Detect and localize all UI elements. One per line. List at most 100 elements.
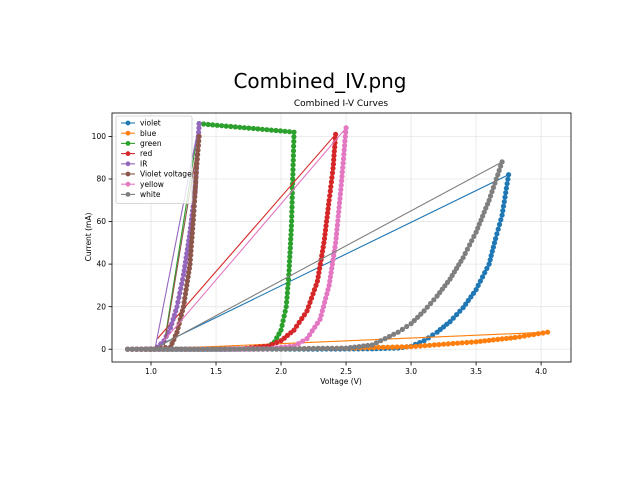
data-point <box>482 338 488 344</box>
data-point <box>205 121 211 128</box>
data-point <box>324 345 331 351</box>
data-point <box>319 248 326 254</box>
data-point <box>526 332 532 338</box>
data-point <box>167 325 174 331</box>
data-point <box>129 346 135 352</box>
data-point <box>512 334 518 341</box>
data-point <box>331 253 337 259</box>
data-point <box>213 346 219 352</box>
data-point <box>342 142 348 149</box>
data-point <box>241 125 247 131</box>
data-point <box>498 217 504 223</box>
data-point <box>389 344 396 350</box>
data-point <box>195 346 201 352</box>
data-point <box>486 261 492 267</box>
y-tick-label: 0 <box>101 345 106 354</box>
data-point <box>185 274 191 280</box>
data-point <box>489 189 495 195</box>
viewer-title: Combined_IV.png <box>233 69 407 93</box>
data-point <box>277 128 284 134</box>
data-point <box>480 274 486 280</box>
data-point <box>196 125 202 131</box>
y-tick-label: 60 <box>96 217 106 226</box>
data-point <box>285 285 291 291</box>
data-point <box>189 230 195 236</box>
data-point <box>286 263 292 269</box>
data-point <box>300 338 306 344</box>
data-point <box>441 341 447 347</box>
data-point <box>190 221 196 227</box>
data-point <box>326 197 332 203</box>
data-point <box>436 342 442 348</box>
data-point <box>460 305 466 311</box>
data-point <box>308 295 315 301</box>
data-point <box>193 170 199 176</box>
data-point <box>340 156 347 162</box>
data-point <box>373 340 379 346</box>
data-point <box>196 121 202 127</box>
legend-marker <box>125 181 131 187</box>
data-point <box>403 344 409 350</box>
data-point <box>290 176 296 182</box>
x-tick-label: 2.5 <box>340 367 352 376</box>
data-point <box>191 346 197 352</box>
data-point <box>327 193 333 199</box>
data-point <box>492 180 498 186</box>
data-point <box>177 290 183 296</box>
data-point <box>200 346 206 352</box>
data-point <box>482 270 488 276</box>
data-point <box>176 294 182 301</box>
data-point <box>431 342 437 348</box>
data-point <box>255 346 261 352</box>
data-point <box>343 129 349 135</box>
data-point <box>338 345 344 351</box>
data-point <box>465 297 471 304</box>
legend-label: yellow <box>140 180 164 189</box>
data-point <box>133 346 139 352</box>
data-point <box>282 128 288 134</box>
data-point <box>196 138 202 144</box>
data-point <box>467 242 473 248</box>
data-point <box>289 213 295 219</box>
data-point <box>288 227 294 233</box>
data-point <box>413 343 419 349</box>
data-point <box>246 125 252 131</box>
data-point <box>287 245 293 251</box>
data-point <box>334 226 340 233</box>
data-point <box>280 318 286 324</box>
data-point <box>326 201 332 208</box>
data-point <box>422 343 428 349</box>
data-point <box>493 236 499 242</box>
data-point <box>481 209 487 215</box>
data-point <box>188 243 194 249</box>
data-point <box>475 225 481 231</box>
legend-label: violet <box>140 119 161 128</box>
data-point <box>195 142 201 149</box>
data-point <box>269 346 275 352</box>
data-point <box>297 346 303 352</box>
data-point <box>189 239 195 245</box>
data-point <box>178 312 184 318</box>
data-point <box>473 287 479 293</box>
data-point <box>259 346 266 352</box>
data-point <box>337 191 343 197</box>
data-point <box>500 203 507 209</box>
data-point <box>322 231 328 237</box>
data-point <box>227 346 233 352</box>
data-point <box>489 248 495 254</box>
data-point <box>319 253 325 259</box>
data-point <box>339 169 345 175</box>
data-point <box>447 319 453 325</box>
data-point <box>182 346 188 352</box>
data-point <box>186 346 193 352</box>
data-point <box>385 344 391 350</box>
data-point <box>418 311 424 317</box>
data-point <box>289 218 295 224</box>
data-point <box>214 122 220 128</box>
y-tick-label: 100 <box>92 132 107 141</box>
data-point <box>218 346 224 352</box>
data-point <box>491 240 498 246</box>
data-point <box>325 287 331 293</box>
legend-label: green <box>140 139 162 148</box>
